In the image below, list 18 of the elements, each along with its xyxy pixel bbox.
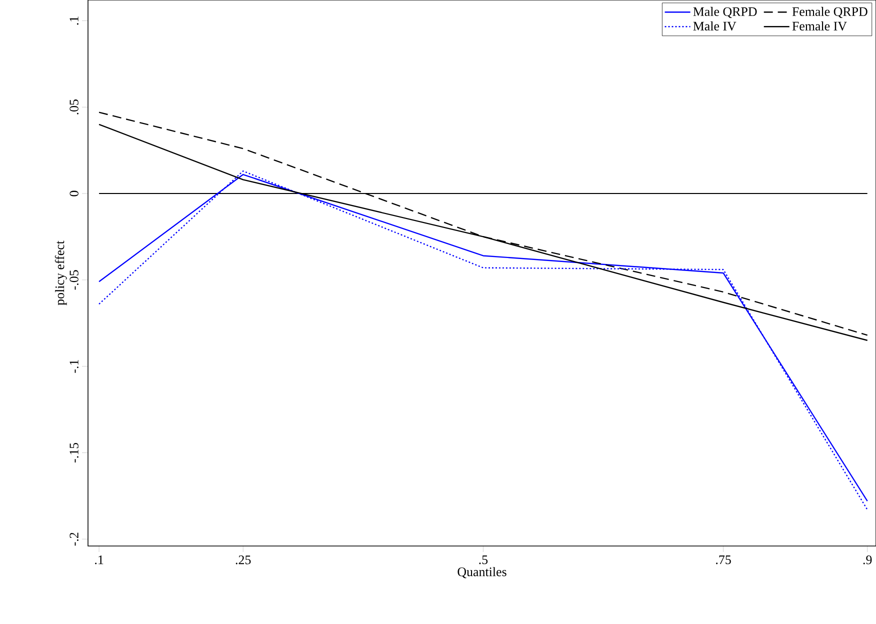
x-tick-label: .5: [479, 556, 488, 564]
x-tick-label: .75: [716, 556, 731, 564]
y-tick-label: -.15: [70, 442, 78, 462]
y-tick-label: -.05: [70, 270, 78, 290]
x-tick-label: .1: [95, 556, 104, 564]
x-axis-title: Quantiles: [458, 567, 506, 578]
y-tick-label: .1: [70, 16, 78, 25]
y-tick-label: .05: [70, 100, 78, 114]
y-axis-title: policy effect: [54, 240, 67, 306]
legend-label: Female IV: [792, 21, 847, 31]
legend-label: Female QRPD: [792, 6, 868, 18]
y-tick-label: 0: [70, 190, 78, 196]
x-tick-label: .25: [236, 556, 251, 564]
y-tick-label: -.1: [70, 360, 78, 373]
legend-label: Male QRPD: [693, 6, 757, 18]
legend-label: Male IV: [693, 21, 736, 31]
x-tick-label: .9: [863, 556, 872, 564]
y-tick-label: -.2: [70, 532, 78, 546]
